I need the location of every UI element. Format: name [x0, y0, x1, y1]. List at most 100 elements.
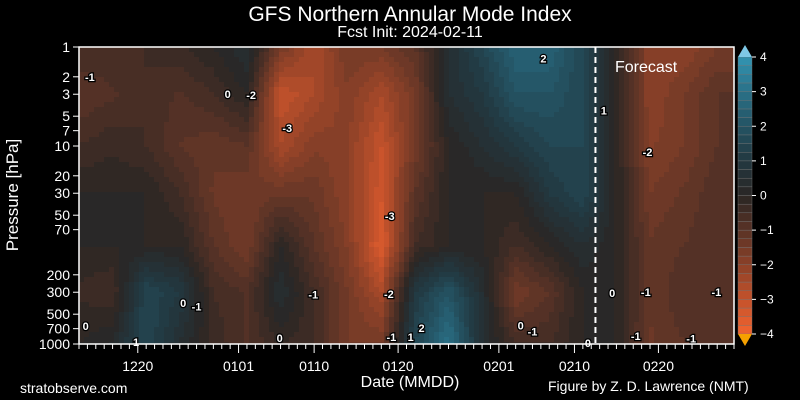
contour-cell — [79, 257, 85, 263]
contour-cell — [179, 72, 185, 78]
contour-cell — [179, 137, 185, 143]
contour-cell — [249, 87, 255, 93]
contour-cell — [474, 322, 480, 328]
contour-cell — [349, 257, 355, 263]
contour-cell — [489, 247, 495, 253]
contour-cell — [139, 157, 145, 163]
contour-cell — [444, 92, 450, 98]
contour-cell — [429, 277, 435, 283]
contour-cell — [84, 92, 90, 98]
contour-cell — [114, 297, 120, 303]
contour-cell — [124, 157, 130, 163]
contour-cell — [349, 227, 355, 233]
contour-cell — [219, 102, 225, 108]
contour-cell — [119, 162, 125, 168]
contour-cell — [194, 102, 200, 108]
contour-cell — [159, 282, 165, 288]
contour-cell — [489, 217, 495, 223]
contour-cell — [79, 332, 85, 338]
contour-cell — [429, 167, 435, 173]
contour-cell — [354, 242, 360, 248]
contour-cell — [129, 342, 135, 344]
contour-cell — [374, 342, 380, 344]
contour-cell — [294, 72, 300, 78]
contour-cell — [249, 332, 255, 338]
contour-cell — [269, 317, 275, 323]
contour-cell — [429, 227, 435, 233]
contour-cell — [354, 102, 360, 108]
contour-cell — [124, 317, 130, 323]
contour-cell — [209, 342, 215, 344]
contour-cell — [394, 332, 400, 338]
contour-cell — [389, 167, 395, 173]
contour-cell — [229, 177, 235, 183]
contour-cell — [169, 152, 175, 158]
contour-cell — [349, 162, 355, 168]
contour-cell — [139, 167, 145, 173]
contour-cell — [419, 307, 425, 313]
contour-cell — [229, 192, 235, 198]
contour-cell — [209, 127, 215, 133]
contour-cell — [354, 262, 360, 268]
contour-cell — [209, 272, 215, 278]
contour-cell — [464, 252, 470, 258]
contour-cell — [444, 82, 450, 88]
contour-cell — [214, 117, 220, 123]
contour-cell — [94, 117, 100, 123]
contour-cell — [384, 222, 390, 228]
contour-cell — [229, 277, 235, 283]
contour-cell — [319, 152, 325, 158]
contour-cell — [189, 217, 195, 223]
contour-cell — [259, 192, 265, 198]
contour-cell — [414, 102, 420, 108]
contour-cell — [344, 77, 350, 83]
contour-cell — [399, 217, 405, 223]
contour-cell — [209, 197, 215, 203]
contour-cell — [374, 332, 380, 338]
contour-cell — [79, 222, 85, 228]
contour-cell — [324, 312, 330, 318]
contour-cell — [449, 47, 455, 53]
contour-cell — [314, 272, 320, 278]
contour-cell — [409, 87, 415, 93]
contour-cell — [299, 107, 305, 113]
contour-cell — [249, 167, 255, 173]
contour-cell — [284, 282, 290, 288]
contour-cell — [189, 157, 195, 163]
contour-cell — [209, 292, 215, 298]
contour-cell — [224, 307, 230, 313]
contour-cell — [139, 332, 145, 338]
contour-cell — [334, 112, 340, 118]
contour-cell — [349, 137, 355, 143]
contour-cell — [489, 132, 495, 138]
contour-cell — [344, 287, 350, 293]
contour-cell — [194, 122, 200, 128]
contour-cell — [324, 247, 330, 253]
contour-cell — [389, 137, 395, 143]
contour-cell — [204, 282, 210, 288]
contour-cell — [99, 257, 105, 263]
contour-cell — [89, 52, 95, 58]
contour-cell — [139, 117, 145, 123]
contour-cell — [109, 107, 115, 113]
contour-cell — [199, 247, 205, 253]
contour-cell — [209, 212, 215, 218]
contour-cell — [384, 117, 390, 123]
contour-cell — [129, 192, 135, 198]
contour-cell — [494, 72, 500, 78]
contour-cell — [249, 292, 255, 298]
contour-cell — [439, 322, 445, 328]
contour-cell — [109, 272, 115, 278]
contour-cell — [454, 217, 460, 223]
contour-cell — [144, 97, 150, 103]
contour-cell — [304, 302, 310, 308]
contour-cell — [469, 337, 475, 343]
contour-cell — [224, 342, 230, 344]
contour-cell — [94, 77, 100, 83]
contour-cell — [349, 47, 355, 53]
contour-cell — [129, 152, 135, 158]
contour-cell — [379, 282, 385, 288]
contour-cell — [89, 72, 95, 78]
contour-cell — [344, 72, 350, 78]
contour-cell — [309, 342, 315, 344]
